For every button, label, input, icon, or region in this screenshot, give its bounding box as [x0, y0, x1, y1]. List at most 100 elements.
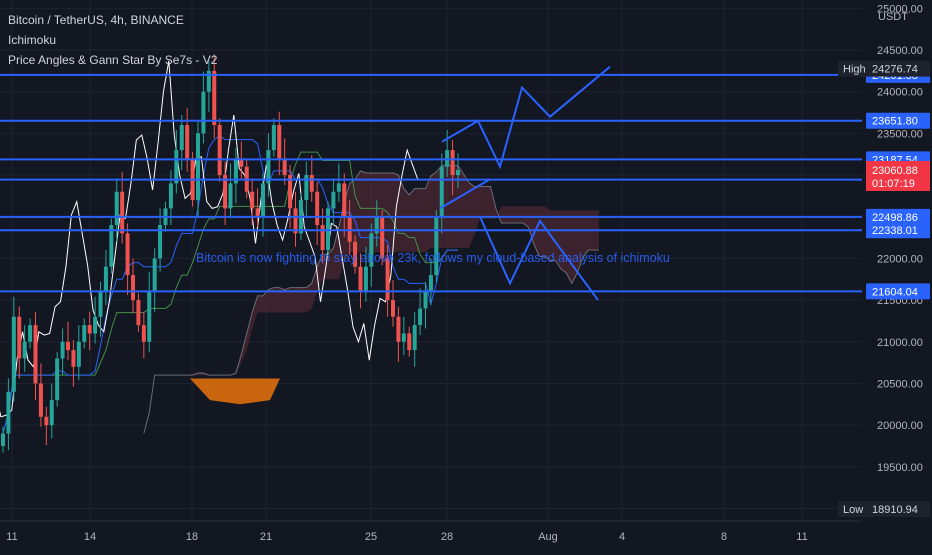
level-label: 21604.04 [872, 286, 918, 298]
candle [109, 225, 114, 267]
candle [407, 333, 412, 351]
candle [38, 383, 43, 417]
candle [212, 70, 217, 126]
candle [174, 150, 179, 184]
indicator-gann[interactable]: Price Angles & Gann Star By Se7s - V2 [8, 53, 218, 67]
candle [76, 341, 81, 367]
symbol-title[interactable]: Bitcoin / TetherUS, 4h, BINANCE [8, 13, 184, 27]
candle [33, 325, 38, 384]
low-value: 18910.94 [872, 504, 918, 516]
level-label-bg [866, 112, 930, 129]
candle [288, 175, 293, 209]
candle [179, 125, 184, 151]
candle [87, 325, 92, 334]
candle [114, 191, 119, 226]
chart-legend: Bitcoin / TetherUS, 4h, BINANCE Ichimoku… [8, 10, 217, 70]
y-tick-label: 20000.00 [877, 420, 923, 432]
candle [309, 175, 314, 192]
candle [1, 433, 5, 446]
low-caption: Low [843, 504, 863, 516]
candle [147, 291, 152, 342]
candle [358, 266, 363, 292]
indicator-ichimoku[interactable]: Ichimoku [8, 33, 57, 47]
level-label: 23651.80 [872, 116, 918, 128]
level-label: 22338.01 [872, 225, 918, 237]
candle [380, 216, 385, 259]
x-tick-label: 14 [84, 531, 96, 543]
last-price: 23060.88 [872, 165, 918, 177]
candle [168, 183, 173, 209]
candle [456, 169, 460, 176]
candle [363, 266, 368, 292]
candle [342, 183, 347, 217]
candle [131, 275, 135, 301]
candle [120, 191, 125, 234]
candle [396, 316, 401, 342]
candle [374, 216, 379, 234]
high-value: 24276.74 [872, 64, 918, 76]
last-price-bg [866, 160, 930, 191]
candle [49, 400, 54, 426]
candle [434, 216, 439, 276]
candle [282, 158, 287, 176]
projection-arrow [439, 178, 491, 210]
candle [331, 191, 336, 209]
candle [320, 225, 325, 251]
candle [66, 341, 70, 351]
low-caption-bg [838, 501, 866, 517]
candle [369, 233, 374, 267]
x-tick-label: Aug [538, 531, 558, 543]
x-tick-label: 8 [721, 531, 727, 543]
x-tick-label: 25 [365, 531, 377, 543]
high-caption-bg [838, 60, 866, 77]
candle [445, 150, 450, 167]
x-tick-label: 18 [186, 531, 198, 543]
candle [315, 191, 320, 226]
candle [412, 325, 417, 351]
candle [271, 125, 276, 151]
candle [250, 191, 255, 209]
candle [336, 183, 341, 192]
y-tick-label: 21000.00 [877, 337, 923, 349]
candles [1, 54, 460, 453]
projection-up [441, 65, 611, 170]
chart-annotation[interactable]: Bitcoin is now fighting to stay above 23… [196, 251, 670, 265]
projection-down [479, 216, 599, 301]
x-tick-label: 11 [796, 531, 807, 543]
candle [55, 358, 60, 401]
candle [93, 316, 98, 334]
candle [217, 125, 222, 176]
candle [439, 166, 444, 217]
y-tick-label: 20500.00 [877, 378, 923, 390]
level-lines [0, 73, 862, 293]
candle [385, 258, 390, 301]
candle [223, 175, 228, 209]
candle [6, 391, 11, 434]
countdown: 01:07:19 [872, 178, 915, 190]
candle [185, 125, 190, 159]
candle [103, 266, 108, 292]
candle [428, 275, 433, 292]
candle [206, 70, 211, 92]
candle [136, 300, 141, 326]
x-tick-label: 28 [441, 531, 453, 543]
candle [423, 291, 428, 309]
x-tick-label: 21 [260, 531, 272, 543]
y-tick-label: 24500.00 [877, 45, 923, 57]
candle [353, 241, 358, 267]
y-tick-label: 23500.00 [877, 128, 923, 140]
low-value-bg [866, 501, 930, 517]
candle [152, 258, 157, 292]
level-label-bg [866, 283, 930, 300]
candle [391, 300, 395, 317]
lagging-span [0, 60, 419, 418]
candle [261, 183, 265, 217]
y-tick-label: 25000.00 [877, 3, 923, 15]
price-labels: 24201.5823651.8023187.5422945.8822498.86… [838, 60, 930, 517]
candle [277, 125, 282, 159]
candle [228, 183, 233, 209]
x-tick-label: 11 [6, 531, 17, 543]
candle [158, 225, 163, 259]
